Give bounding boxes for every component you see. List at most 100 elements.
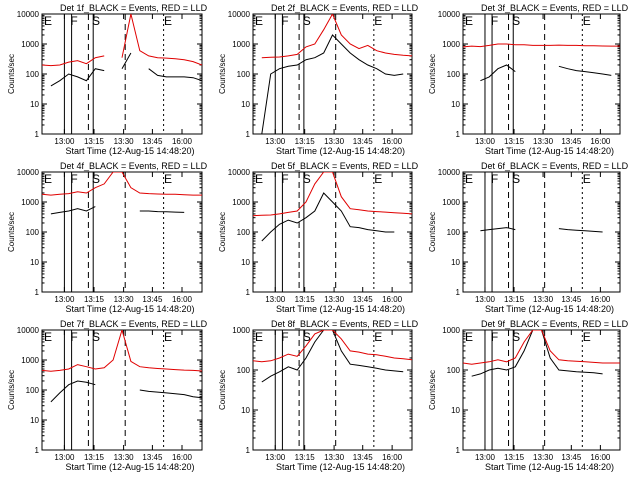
panel-1: Det 1f_BLACK = Events, RED = LLD 1 10 100 10… xyxy=(7,3,208,156)
x-tick-label: 16:00 xyxy=(382,137,403,146)
y-tick-label: 100 xyxy=(26,228,40,237)
panel-9: Det 9f_BLACK = Events, RED = LLD 1 10 100 10… xyxy=(428,319,629,472)
y-tick-label: 1 xyxy=(246,288,251,297)
series-line-events xyxy=(480,227,603,233)
time-marker-label: F xyxy=(70,172,77,186)
time-marker-label: E xyxy=(44,330,52,344)
y-tick-label: 10 xyxy=(241,406,250,415)
y-tick-label: 1000 xyxy=(21,198,39,207)
time-marker-label: E xyxy=(164,172,172,186)
y-tick-label: 10 xyxy=(30,416,39,425)
x-tick-label: 13:15 xyxy=(84,295,105,304)
x-tick-label: 13:30 xyxy=(114,137,135,146)
y-tick-label: 10 xyxy=(30,258,39,267)
x-axis-label: Start Time (12-Aug-15 14:48:20) xyxy=(485,304,614,314)
x-tick-label: 13:00 xyxy=(54,295,75,304)
time-marker-label: E xyxy=(255,14,263,28)
x-axis-label: Start Time (12-Aug-15 14:48:20) xyxy=(485,462,614,472)
x-tick-label: 13:15 xyxy=(295,295,316,304)
series-line-events xyxy=(261,330,404,383)
y-tick-label: 10 xyxy=(451,406,460,415)
time-marker-label: F xyxy=(491,14,498,28)
y-tick-label: 1000 xyxy=(442,326,460,335)
y-axis-label: Counts/sec xyxy=(218,212,227,252)
x-tick-label: 13:30 xyxy=(533,295,554,304)
series-line-lld xyxy=(463,43,620,48)
series-line-events xyxy=(261,34,404,134)
y-tick-label: 1000 xyxy=(232,198,250,207)
y-tick-label: 1 xyxy=(456,446,461,455)
panel-title: Det 9f_BLACK = Events, RED = LLD xyxy=(481,319,629,329)
x-axis-label: Start Time (12-Aug-15 14:48:20) xyxy=(485,146,614,156)
y-tick-label: 100 xyxy=(447,228,461,237)
panel-title: Det 4f_BLACK = Events, RED = LLD xyxy=(60,161,208,171)
time-marker-label: E xyxy=(583,330,591,344)
plot-frame xyxy=(462,13,621,135)
time-marker-label: E xyxy=(465,330,473,344)
series-line-lld xyxy=(463,330,620,365)
x-tick-label: 13:45 xyxy=(561,453,582,462)
y-axis-label: Counts/sec xyxy=(428,54,437,94)
time-marker-label: E xyxy=(465,14,473,28)
y-tick-label: 100 xyxy=(26,70,40,79)
x-tick-label: 16:00 xyxy=(382,453,403,462)
time-marker-label: F xyxy=(70,14,77,28)
time-marker-label: E xyxy=(44,14,52,28)
series-line-lld xyxy=(261,14,412,59)
x-tick-label: 13:30 xyxy=(114,295,135,304)
time-marker-label: F xyxy=(70,330,77,344)
y-tick-label: 10 xyxy=(241,100,250,109)
plot-frame xyxy=(462,329,621,451)
time-marker-label: E xyxy=(374,172,382,186)
panel-title: Det 7f_BLACK = Events, RED = LLD xyxy=(60,319,208,329)
x-tick-label: 13:45 xyxy=(353,453,374,462)
time-marker-label: S xyxy=(92,14,100,28)
x-axis-label: Start Time (12-Aug-15 14:48:20) xyxy=(276,146,405,156)
panel-5: Det 5f_BLACK = Events, RED = LLD 1 10 100 10… xyxy=(218,161,419,314)
y-axis-label: Counts/sec xyxy=(218,54,227,94)
x-tick-label: 13:00 xyxy=(475,137,496,146)
y-tick-label: 10000 xyxy=(17,10,40,19)
panel-title: Det 3f_BLACK = Events, RED = LLD xyxy=(481,3,629,13)
series-line-lld xyxy=(42,330,202,372)
x-tick-label: 13:45 xyxy=(353,137,374,146)
y-tick-label: 10000 xyxy=(17,326,40,335)
x-tick-label: 13:15 xyxy=(295,137,316,146)
time-marker-label: F xyxy=(491,172,498,186)
panel-title: Det 1f_BLACK = Events, RED = LLD xyxy=(60,3,208,13)
y-tick-label: 1 xyxy=(35,130,40,139)
y-tick-label: 100 xyxy=(447,70,461,79)
x-tick-label: 13:15 xyxy=(504,137,525,146)
x-tick-label: 13:00 xyxy=(54,137,75,146)
panel-2: Det 2f_BLACK = Events, RED = LLD 1 10 100 10… xyxy=(218,3,419,156)
x-tick-label: 16:00 xyxy=(172,137,193,146)
series-line-events xyxy=(480,64,612,82)
plot-frame xyxy=(252,329,413,451)
series-line-events xyxy=(471,330,603,377)
y-tick-label: 1 xyxy=(246,446,251,455)
y-tick-label: 1 xyxy=(35,446,40,455)
y-tick-label: 1000 xyxy=(232,326,250,335)
y-tick-label: 10 xyxy=(451,258,460,267)
x-axis-label: Start Time (12-Aug-15 14:48:20) xyxy=(65,304,194,314)
plot-frame xyxy=(41,171,203,293)
y-tick-label: 10000 xyxy=(438,168,461,177)
x-tick-label: 13:45 xyxy=(142,453,163,462)
time-marker-label: E xyxy=(255,330,263,344)
series-line-events xyxy=(50,380,202,403)
y-tick-label: 10000 xyxy=(17,168,40,177)
x-tick-label: 13:30 xyxy=(533,453,554,462)
x-tick-label: 13:45 xyxy=(561,295,582,304)
y-tick-label: 1000 xyxy=(442,40,460,49)
time-marker-label: S xyxy=(512,14,520,28)
y-tick-label: 10000 xyxy=(438,10,461,19)
y-tick-label: 1000 xyxy=(21,356,39,365)
x-tick-label: 13:30 xyxy=(324,295,345,304)
x-tick-label: 16:00 xyxy=(382,295,403,304)
x-tick-label: 13:00 xyxy=(54,453,75,462)
time-marker-label: F xyxy=(491,330,498,344)
x-tick-label: 16:00 xyxy=(590,453,611,462)
y-tick-label: 10 xyxy=(30,100,39,109)
series-line-lld xyxy=(42,172,202,196)
x-tick-label: 13:00 xyxy=(475,295,496,304)
